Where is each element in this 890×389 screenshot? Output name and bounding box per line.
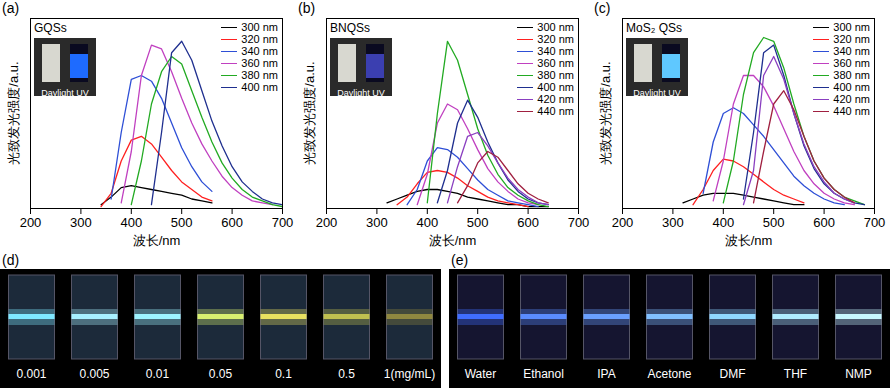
svg-text:1(mg/mL): 1(mg/mL) [384, 367, 435, 381]
svg-text:400: 400 [120, 215, 142, 230]
html-text:380 nm: 380 nm [241, 69, 278, 81]
html-text:Daylight UV: Daylight UV [633, 88, 681, 98]
html-text:320 nm: 320 nm [241, 33, 278, 45]
html-text:320 nm: 320 nm [833, 33, 870, 45]
svg-text:300: 300 [366, 215, 388, 230]
svg-text:波长/nm: 波长/nm [429, 233, 477, 248]
html-text:光致发光强度/a.u.: 光致发光强度/a.u. [6, 61, 21, 165]
html-text:光致发光强度/a.u.: 光致发光强度/a.u. [302, 61, 317, 165]
html-text:400 nm: 400 nm [241, 81, 278, 93]
svg-text:Ethanol: Ethanol [523, 367, 564, 381]
svg-text:0.5: 0.5 [338, 367, 355, 381]
svg-text:(d): (d) [2, 252, 19, 268]
html-text:420 nm: 420 nm [537, 93, 574, 105]
html-text:光致发光强度/a.u.: 光致发光强度/a.u. [598, 61, 613, 165]
svg-text:0.01: 0.01 [146, 367, 170, 381]
svg-text:0.005: 0.005 [79, 367, 109, 381]
svg-text:IPA: IPA [597, 367, 615, 381]
svg-text:THF: THF [784, 367, 807, 381]
html-text:440 nm: 440 nm [537, 105, 574, 117]
svg-text:400: 400 [416, 215, 438, 230]
html-text:360 nm: 360 nm [537, 57, 574, 69]
html-text:(b): (b) [298, 0, 316, 16]
svg-text:600: 600 [517, 215, 539, 230]
html-text:300 nm: 300 nm [537, 21, 574, 33]
svg-text:200: 200 [316, 215, 338, 230]
svg-text:(e): (e) [451, 252, 468, 268]
html-text:400 nm: 400 nm [537, 81, 574, 93]
html-text:380 nm: 380 nm [537, 69, 574, 81]
svg-text:300: 300 [70, 215, 92, 230]
svg-text:0.05: 0.05 [209, 367, 233, 381]
svg-text:300: 300 [662, 215, 684, 230]
html-text:300 nm: 300 nm [241, 21, 278, 33]
html-text:440 nm: 440 nm [833, 105, 870, 117]
html-text:360 nm: 360 nm [241, 57, 278, 69]
svg-text:DMF: DMF [720, 367, 746, 381]
svg-text:0.1: 0.1 [275, 367, 292, 381]
svg-text:600: 600 [813, 215, 835, 230]
html-text:380 nm: 380 nm [833, 69, 870, 81]
html-text:360 nm: 360 nm [833, 57, 870, 69]
html-text:BNQSs: BNQSs [330, 21, 370, 35]
svg-text:波长/nm: 波长/nm [725, 233, 773, 248]
svg-text:500: 500 [763, 215, 785, 230]
html-text:Daylight UV: Daylight UV [41, 88, 89, 98]
svg-text:Acetone: Acetone [647, 367, 691, 381]
svg-text:600: 600 [221, 215, 243, 230]
html-text:MoS₂ QSs: MoS₂ QSs [626, 21, 682, 35]
html-text:(c): (c) [594, 0, 611, 16]
svg-text:400: 400 [712, 215, 734, 230]
svg-text:200: 200 [20, 215, 42, 230]
html-text:340 nm: 340 nm [833, 45, 870, 57]
svg-text:波长/nm: 波长/nm [133, 233, 181, 248]
svg-text:700: 700 [864, 215, 886, 230]
svg-text:500: 500 [467, 215, 489, 230]
html-text:420 nm: 420 nm [833, 93, 870, 105]
svg-text:700: 700 [272, 215, 294, 230]
html-text:GQSs: GQSs [34, 21, 67, 35]
html-text:320 nm: 320 nm [537, 33, 574, 45]
svg-text:0.001: 0.001 [16, 367, 46, 381]
svg-text:500: 500 [171, 215, 193, 230]
html-text:340 nm: 340 nm [537, 45, 574, 57]
html-text:400 nm: 400 nm [833, 81, 870, 93]
html-text:300 nm: 300 nm [833, 21, 870, 33]
svg-text:NMP: NMP [845, 367, 872, 381]
svg-text:200: 200 [612, 215, 634, 230]
html-text:(a): (a) [2, 0, 20, 16]
html-text:340 nm: 340 nm [241, 45, 278, 57]
html-text:Daylight UV: Daylight UV [337, 88, 385, 98]
svg-text:Water: Water [465, 367, 497, 381]
svg-text:700: 700 [568, 215, 590, 230]
